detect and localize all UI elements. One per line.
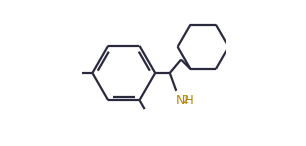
- Text: 2: 2: [182, 95, 188, 105]
- Text: NH: NH: [176, 94, 194, 107]
